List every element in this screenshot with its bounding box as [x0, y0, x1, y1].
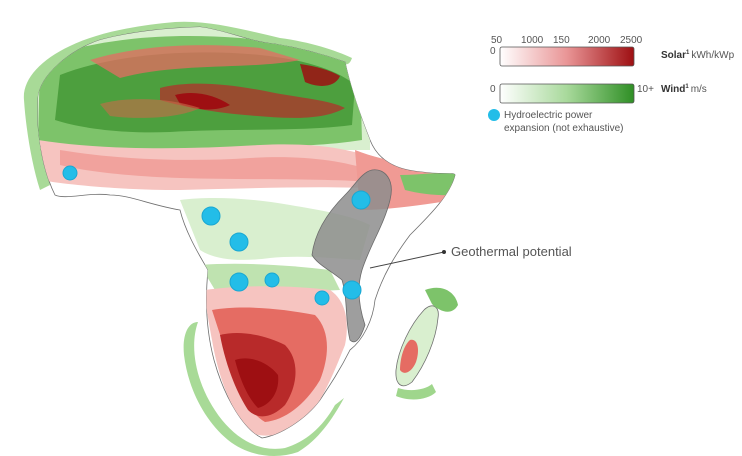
hydro-marker-central-4: [264, 272, 280, 288]
wind-zero-label: 0: [490, 84, 496, 95]
solar-tick-4: 2000: [588, 35, 611, 46]
solar-tick-5: 2500: [620, 35, 643, 46]
sahel-solar-band: [38, 140, 400, 190]
wind-max-label: 10+: [637, 84, 654, 95]
hydro-legend-icon: [488, 109, 500, 121]
hydro-marker-west: [62, 165, 78, 181]
hydro-markers: [62, 165, 371, 306]
hydro-legend-line2: expansion (not exhaustive): [504, 123, 624, 134]
geothermal-rift-region: [311, 169, 392, 343]
madagascar: [395, 287, 458, 400]
solar-tick-2: 1000: [521, 35, 544, 46]
solar-legend: 50 1000 150 2000 2500 0 Solar1 kWh/kWp: [490, 35, 735, 67]
geothermal-callout: Geothermal potential: [369, 244, 572, 269]
north-wind-solar-band: [38, 27, 370, 151]
hydro-marker-east-2: [342, 280, 362, 300]
geothermal-label: Geothermal potential: [451, 244, 572, 259]
southern-solar: [205, 286, 347, 436]
wind-gradient-bar: [499, 83, 635, 104]
hydro-legend-line1: Hydroelectric power: [504, 110, 593, 121]
solar-gradient-bar: [499, 46, 635, 67]
solar-tick-3: 150: [553, 35, 570, 46]
hydro-marker-central-3: [229, 272, 249, 292]
coastal-wind-halo: [23, 21, 352, 456]
solar-legend-title: Solar1 kWh/kWp: [661, 50, 735, 61]
legend: 50 1000 150 2000 2500 0 Solar1 kWh/kWp 0 …: [488, 35, 735, 134]
hydro-legend: Hydroelectric power expansion (not exhau…: [488, 109, 624, 134]
solar-tick-1: 50: [491, 35, 503, 46]
wind-legend: 0 10+ Wind1 m/s: [490, 83, 707, 104]
wind-legend-title: Wind1 m/s: [661, 84, 707, 95]
hydro-marker-central-2: [229, 232, 249, 252]
hydro-marker-central-1: [201, 206, 221, 226]
hydro-marker-ethiopia: [351, 190, 371, 210]
solar-zero-label: 0: [490, 46, 496, 57]
hydro-marker-east-1: [314, 290, 330, 306]
